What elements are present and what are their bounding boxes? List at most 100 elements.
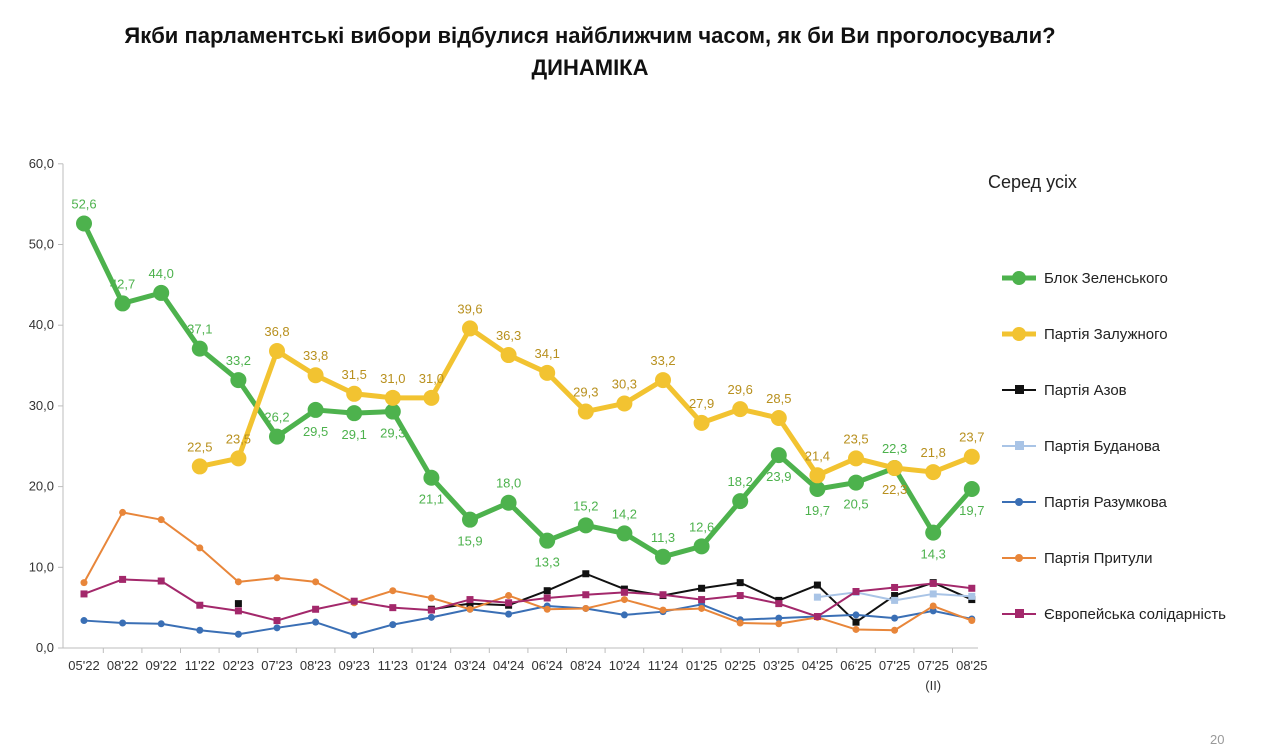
- series-1-point: [886, 460, 903, 477]
- legend-item: Європейська солідарність: [1000, 586, 1226, 642]
- y-tick-label: 60,0: [29, 156, 54, 171]
- x-tick-label: 11'24: [648, 658, 678, 673]
- series-0-point: [269, 428, 285, 445]
- chart-title-line2: ДИНАМІКА: [531, 55, 649, 80]
- series-5-point: [389, 587, 397, 595]
- series-0-data-label: 26,2: [264, 410, 289, 425]
- series-6-point: [620, 588, 628, 596]
- series-0-point: [153, 284, 170, 301]
- series-6-point: [505, 599, 513, 607]
- series-6-point: [119, 575, 127, 583]
- legend-label: Партія Азов: [1044, 381, 1127, 399]
- legend-swatch-icon: [1002, 271, 1036, 285]
- series-0-data-label: 29,5: [303, 424, 328, 439]
- series-1-point: [809, 467, 826, 484]
- series-0-data-label: 19,7: [959, 503, 984, 518]
- series-0-data-label: 23,9: [766, 469, 791, 484]
- x-tick-label: 11'23: [378, 658, 408, 673]
- series-6-point: [813, 613, 821, 621]
- chart-title-line1: Якби парламентські вибори відбулися найб…: [124, 23, 1056, 48]
- series-5-point: [119, 508, 127, 516]
- series-6-point: [968, 584, 976, 592]
- series-6-point: [582, 591, 590, 599]
- series-1-point: [230, 450, 247, 467]
- series-1-point: [693, 414, 710, 431]
- series-0-point: [616, 525, 633, 542]
- series-0-point: [462, 511, 478, 528]
- series-4-point: [80, 617, 88, 625]
- series-5-point: [968, 617, 976, 625]
- series-3-point: [891, 596, 899, 604]
- series-0-data-label: 18,2: [728, 474, 753, 489]
- series-4-point: [852, 611, 860, 619]
- series-6-point: [234, 607, 242, 615]
- series-0-point: [76, 215, 92, 232]
- x-tick-label: 07'23: [261, 658, 292, 673]
- y-tick-label: 20,0: [29, 479, 54, 494]
- series-5-point: [698, 604, 706, 612]
- legend-swatch-icon: [1002, 554, 1036, 562]
- series-5-point: [196, 544, 204, 552]
- x-tick-label: 09'22: [145, 658, 176, 673]
- x-tick-label: 02'23: [223, 658, 254, 673]
- x-tick-label: 03'24: [454, 658, 485, 673]
- series-1-data-label: 22,5: [187, 439, 212, 454]
- series-4-point: [350, 631, 358, 639]
- y-tick-label: 50,0: [29, 237, 54, 252]
- legend-item: Блок Зеленського: [1000, 250, 1226, 306]
- series-3-point: [813, 593, 821, 601]
- series-0-point: [191, 340, 208, 357]
- series-5-point: [505, 592, 513, 600]
- series-5-point: [312, 578, 320, 586]
- series-0-point: [732, 493, 749, 510]
- x-tick-label: 06'25: [840, 658, 871, 673]
- y-tick-label: 0,0: [36, 640, 54, 655]
- series-2-point: [543, 587, 551, 595]
- series-2-point: [891, 592, 899, 600]
- series-3-point: [929, 590, 937, 598]
- series-4-point: [273, 624, 281, 632]
- chart-legend: Блок Зеленського Партія Залужного Партія А…: [1000, 250, 1226, 642]
- series-1-data-label: 31,0: [419, 371, 444, 386]
- x-tick-label: 10'24: [609, 658, 640, 673]
- series-0-data-label: 19,7: [805, 503, 830, 518]
- series-5-point: [582, 604, 590, 612]
- series-0-point: [500, 494, 517, 511]
- x-tick-label: 08'23: [300, 658, 331, 673]
- series-6-point: [891, 583, 899, 591]
- series-0-data-label: 33,2: [226, 353, 251, 368]
- legend-label: Партія Притули: [1044, 549, 1153, 567]
- x-tick-label: 07'25: [879, 658, 910, 673]
- series-0-point: [230, 372, 247, 389]
- series-1-point: [423, 389, 440, 406]
- series-2-point: [852, 618, 860, 626]
- series-1-data-label: 29,6: [728, 382, 753, 397]
- series-6-point: [659, 591, 667, 599]
- series-4-point: [234, 630, 242, 638]
- series-2-point: [466, 600, 474, 608]
- series-0-point: [848, 474, 864, 491]
- series-4-point: [775, 614, 783, 622]
- series-4-point: [196, 626, 204, 634]
- line-chart: 0,0 10,0 20,0 30,0 40,0 50,0 60,0 05'22 08'22 09'…: [29, 156, 988, 693]
- series-0-point: [809, 481, 826, 498]
- x-tick-label: 02'25: [724, 658, 755, 673]
- series-1-data-label: 22,3: [882, 482, 907, 497]
- legend-label: Європейська солідарність: [1044, 605, 1226, 623]
- series-0-data-label: 11,3: [651, 530, 675, 545]
- series-4-point: [427, 613, 435, 621]
- series-1-point: [500, 347, 517, 364]
- series-0-point: [539, 532, 556, 549]
- series-6-point: [775, 600, 783, 608]
- series-1-data-label: 29,3: [573, 385, 598, 400]
- series-1-data-label: 23,7: [959, 430, 984, 445]
- series-1-point: [307, 367, 324, 384]
- x-tick-label: 06'24: [531, 658, 562, 673]
- legend-label: Партія Разумкова: [1044, 493, 1167, 511]
- series-6-point: [427, 606, 435, 614]
- series-4-point: [119, 619, 127, 627]
- series-0-line: [81, 221, 975, 560]
- series-1-data-label: 31,0: [380, 371, 405, 386]
- series-1-point: [191, 458, 208, 475]
- series-1-data-label: 30,3: [612, 376, 637, 391]
